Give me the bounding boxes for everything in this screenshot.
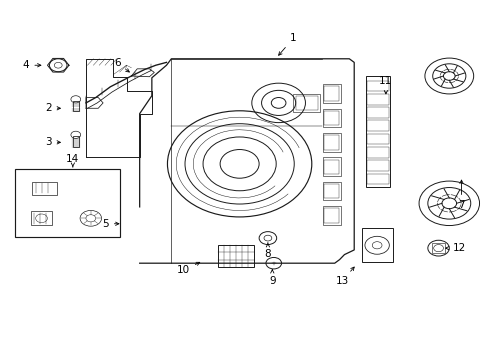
Text: 5: 5	[102, 219, 119, 229]
Text: 6: 6	[114, 58, 129, 72]
Bar	[366, 121, 388, 131]
Text: 3: 3	[45, 138, 60, 147]
Bar	[366, 94, 388, 105]
Text: 10: 10	[177, 262, 199, 275]
Bar	[361, 228, 392, 262]
Bar	[322, 182, 340, 201]
Text: 4: 4	[22, 60, 41, 70]
Bar	[322, 84, 340, 103]
Bar	[366, 147, 388, 158]
Bar	[293, 94, 320, 112]
Bar	[431, 243, 445, 253]
Bar	[366, 160, 388, 171]
Bar	[366, 76, 389, 187]
Bar	[295, 96, 317, 110]
Bar	[32, 182, 57, 195]
Text: 14: 14	[66, 154, 80, 167]
Text: 8: 8	[264, 243, 271, 258]
Bar	[322, 157, 340, 176]
Bar	[15, 169, 120, 237]
Bar	[322, 133, 340, 152]
Text: 2: 2	[45, 103, 60, 113]
Bar	[324, 184, 338, 198]
Bar	[73, 101, 79, 111]
Bar	[324, 86, 338, 101]
Text: 13: 13	[335, 267, 353, 286]
Text: 11: 11	[379, 76, 392, 94]
Text: 12: 12	[445, 243, 465, 253]
Bar	[73, 136, 79, 147]
Bar	[217, 245, 254, 267]
Text: 9: 9	[268, 270, 275, 286]
Bar	[324, 159, 338, 174]
Bar	[366, 81, 388, 91]
Bar	[322, 206, 340, 225]
Text: 7: 7	[457, 180, 464, 210]
Bar	[324, 111, 338, 125]
Bar	[322, 109, 340, 127]
Bar	[324, 135, 338, 149]
Bar	[366, 174, 388, 184]
Bar	[366, 107, 388, 118]
Bar	[366, 134, 388, 144]
Text: 1: 1	[278, 33, 296, 55]
Bar	[324, 208, 338, 223]
Bar	[31, 211, 52, 225]
